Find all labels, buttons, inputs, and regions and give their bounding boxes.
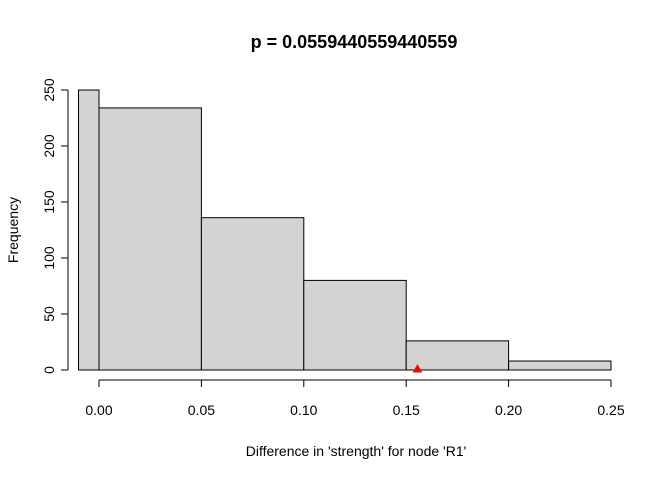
bars-group — [78, 89, 612, 371]
histogram-bar-5 — [508, 360, 612, 371]
y-tick-label-1: 50 — [41, 306, 57, 322]
x-tick-label-1: 0.05 — [188, 402, 215, 418]
x-axis-label: Difference in 'strength' for node 'R1' — [246, 443, 467, 459]
y-tick-label-2: 100 — [41, 246, 57, 270]
y-tick-label-5: 250 — [41, 78, 57, 102]
observed-value-marker — [412, 363, 423, 373]
histogram-bar-2 — [200, 217, 305, 371]
x-tick-label-5: 0.25 — [597, 402, 624, 418]
y-tick-label-4: 200 — [41, 134, 57, 158]
x-tick-label-4: 0.20 — [495, 402, 522, 418]
chart-title: p = 0.0559440559440559 — [251, 32, 458, 52]
x-tick-label-0: 0.00 — [85, 402, 112, 418]
x-tick-label-3: 0.15 — [393, 402, 420, 418]
observed-marker-group — [412, 363, 423, 373]
y-tick-label-0: 0 — [41, 366, 57, 374]
y-axis-label: Frequency — [5, 197, 21, 263]
x-axis: 0.00 0.05 0.10 0.15 0.20 0.25 — [85, 379, 625, 418]
y-tick-label-3: 150 — [41, 190, 57, 214]
histogram-bar-4 — [405, 340, 510, 371]
histogram-bar-1 — [98, 107, 202, 371]
y-axis: 0 50 100 150 200 250 — [41, 78, 69, 374]
histogram-bar-3 — [303, 279, 407, 371]
histogram-bar-0 — [78, 89, 100, 371]
x-tick-label-2: 0.10 — [290, 402, 317, 418]
